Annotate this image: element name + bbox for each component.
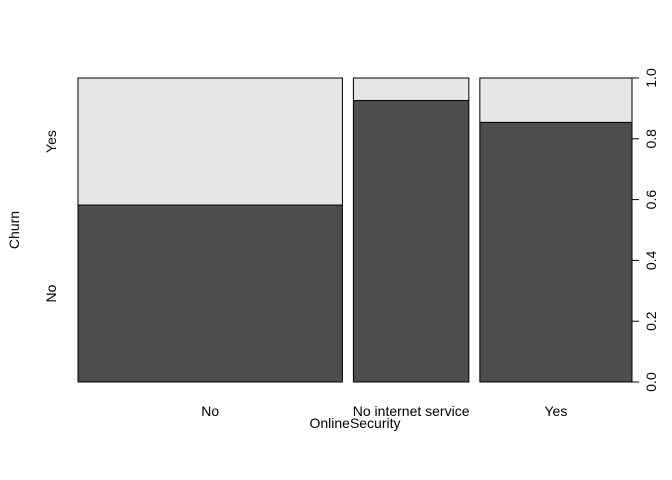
y-tick-label: 0.6 [643,190,659,210]
y-tick-label: 0.8 [643,129,659,149]
tile-yes-yes [479,77,633,123]
y-level-labels: No Yes [43,130,59,302]
x-category-labels: No No internet service Yes [201,403,567,419]
mosaic-tiles [77,77,633,383]
x-axis-title: OnlineSecurity [309,415,400,431]
y-axis-title: Churn [6,211,22,249]
tile-no-internet-service-no [352,99,470,383]
y-level-label-no: No [43,284,59,302]
x-tick-label: No internet service [353,403,470,419]
y-tick-label: 0.2 [643,311,659,331]
y-tick-label: 0.0 [643,372,659,392]
tile-no-yes [77,77,343,206]
tile-yes-no [479,121,633,383]
y-tick-label: 0.4 [643,250,659,270]
y-level-label-yes: Yes [43,130,59,153]
tile-no-no [77,204,343,383]
x-tick-label: Yes [545,403,568,419]
y-tick-label: 1.0 [643,68,659,88]
x-tick-label: No [201,403,219,419]
tile-no-internet-service-yes [352,77,470,101]
right-axis: 0.0 0.2 0.4 0.6 0.8 1.0 [631,68,659,392]
